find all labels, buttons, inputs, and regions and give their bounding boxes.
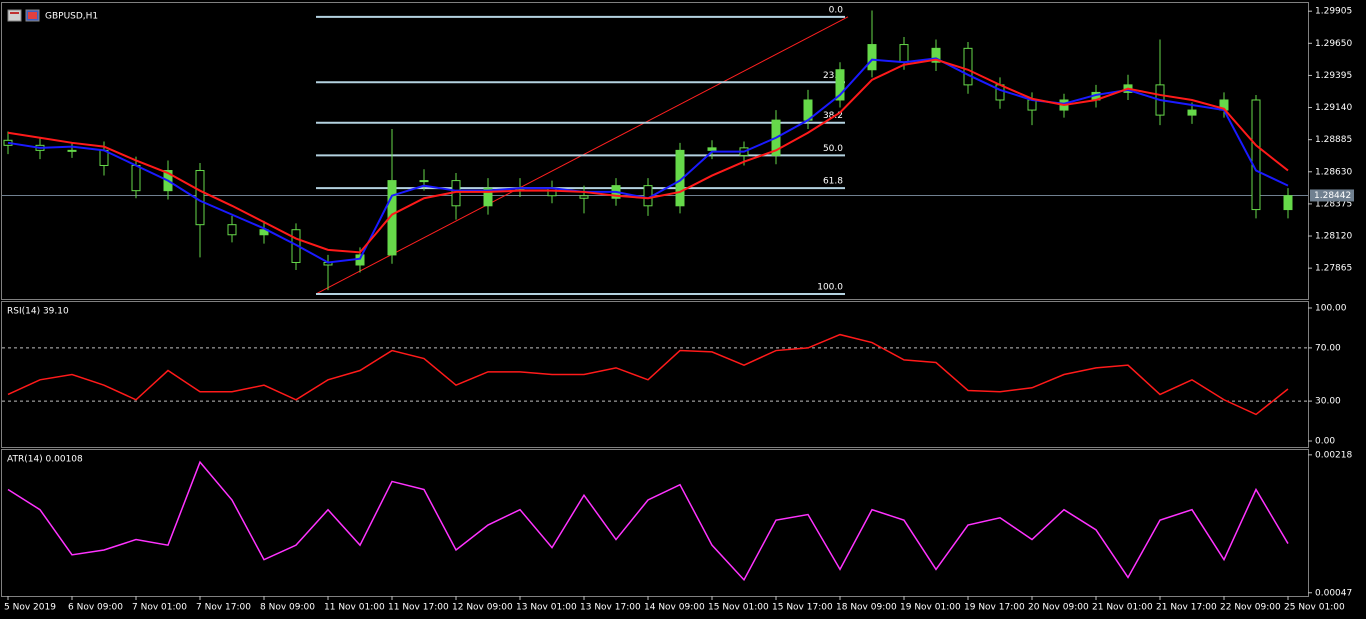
x-tick-label: 25 Nov 01:00 (1284, 603, 1345, 613)
candle-body (483, 187, 493, 207)
y-tick-label: 1.29140 (1315, 103, 1352, 113)
x-tick-label: 15 Nov 17:00 (772, 603, 833, 613)
y-tick-label: 1.29905 (1315, 7, 1352, 17)
indicator-line (7, 333, 1289, 416)
atr-title: ATR(14) 0.00108 (7, 455, 83, 465)
candle-body (867, 44, 877, 71)
y-tick-label: 1.28630 (1315, 167, 1352, 177)
candle-body (1283, 195, 1293, 211)
x-tick-label: 15 Nov 01:00 (708, 603, 769, 613)
fibo-level-label: 100.0 (817, 282, 843, 292)
fibo-level-label: 50.0 (823, 144, 843, 154)
candle-body (579, 195, 589, 199)
candle-body (195, 170, 205, 226)
fibo-level-label: 23.6 (823, 71, 843, 81)
moving-average (7, 58, 1289, 254)
candle-body (131, 164, 141, 192)
candle-body (1251, 99, 1261, 211)
y-tick-label: 1.29395 (1315, 71, 1352, 81)
y-tick-label: 30.00 (1315, 397, 1341, 407)
candle-body (1187, 109, 1197, 116)
x-tick-label: 13 Nov 17:00 (580, 603, 641, 613)
candle-body (899, 44, 909, 63)
y-tick-label: 1.29650 (1315, 39, 1352, 49)
y-tick-label: 1.28375 (1315, 199, 1352, 209)
y-tick-label: 1.28120 (1315, 232, 1352, 242)
x-tick-label: 8 Nov 09:00 (260, 603, 315, 613)
x-tick-label: 21 Nov 17:00 (1156, 603, 1217, 613)
y-tick-label: 1.27865 (1315, 264, 1352, 274)
candle-body (67, 149, 77, 152)
fibo-level-label: 61.8 (823, 177, 843, 187)
candle-body (387, 180, 397, 256)
rsi-pane-frame (1, 301, 1309, 448)
candle-body (259, 229, 269, 236)
x-tick-label: 13 Nov 01:00 (516, 603, 577, 613)
symbol-icon (7, 9, 40, 22)
last-price-label: 1.28442 (1314, 191, 1351, 201)
x-tick-label: 7 Nov 17:00 (196, 603, 251, 613)
x-tick-label: 11 Nov 17:00 (388, 603, 449, 613)
x-tick-label: 12 Nov 09:00 (452, 603, 513, 613)
x-tick-label: 18 Nov 09:00 (836, 603, 897, 613)
candle-body (835, 69, 845, 101)
x-tick-label: 6 Nov 09:00 (68, 603, 123, 613)
y-tick-label: 0.00047 (1315, 588, 1352, 598)
candle-body (227, 224, 237, 236)
last-price-box (1310, 189, 1354, 202)
candle-body (1027, 99, 1037, 111)
x-tick-label: 11 Nov 01:00 (324, 603, 385, 613)
indicator-line (7, 460, 1289, 582)
y-tick-label: 100.00 (1315, 303, 1347, 313)
x-tick-label: 19 Nov 01:00 (900, 603, 961, 613)
candle-body (931, 47, 941, 63)
candle-body (707, 147, 717, 151)
main-pane-frame (1, 2, 1309, 300)
symbol-title: GBPUSD,H1 (45, 12, 98, 22)
y-tick-label: 1.28885 (1315, 135, 1352, 145)
x-tick-label: 7 Nov 01:00 (132, 603, 187, 613)
rsi-title: RSI(14) 39.10 (7, 307, 69, 317)
fibo-level-label: 0.0 (829, 5, 844, 15)
x-tick-label: 22 Nov 09:00 (1220, 603, 1281, 613)
y-tick-label: 0.00218 (1315, 450, 1352, 460)
y-tick-label: 70.00 (1315, 343, 1341, 353)
x-tick-label: 19 Nov 17:00 (964, 603, 1025, 613)
x-tick-label: 21 Nov 01:00 (1092, 603, 1153, 613)
atr-pane-frame (1, 449, 1309, 597)
x-tick-label: 14 Nov 09:00 (644, 603, 705, 613)
y-tick-label: 0.00 (1315, 437, 1335, 447)
candle-body (963, 47, 973, 86)
candle-body (419, 180, 429, 183)
x-tick-label: 5 Nov 2019 (4, 603, 56, 613)
x-tick-label: 20 Nov 09:00 (1028, 603, 1089, 613)
